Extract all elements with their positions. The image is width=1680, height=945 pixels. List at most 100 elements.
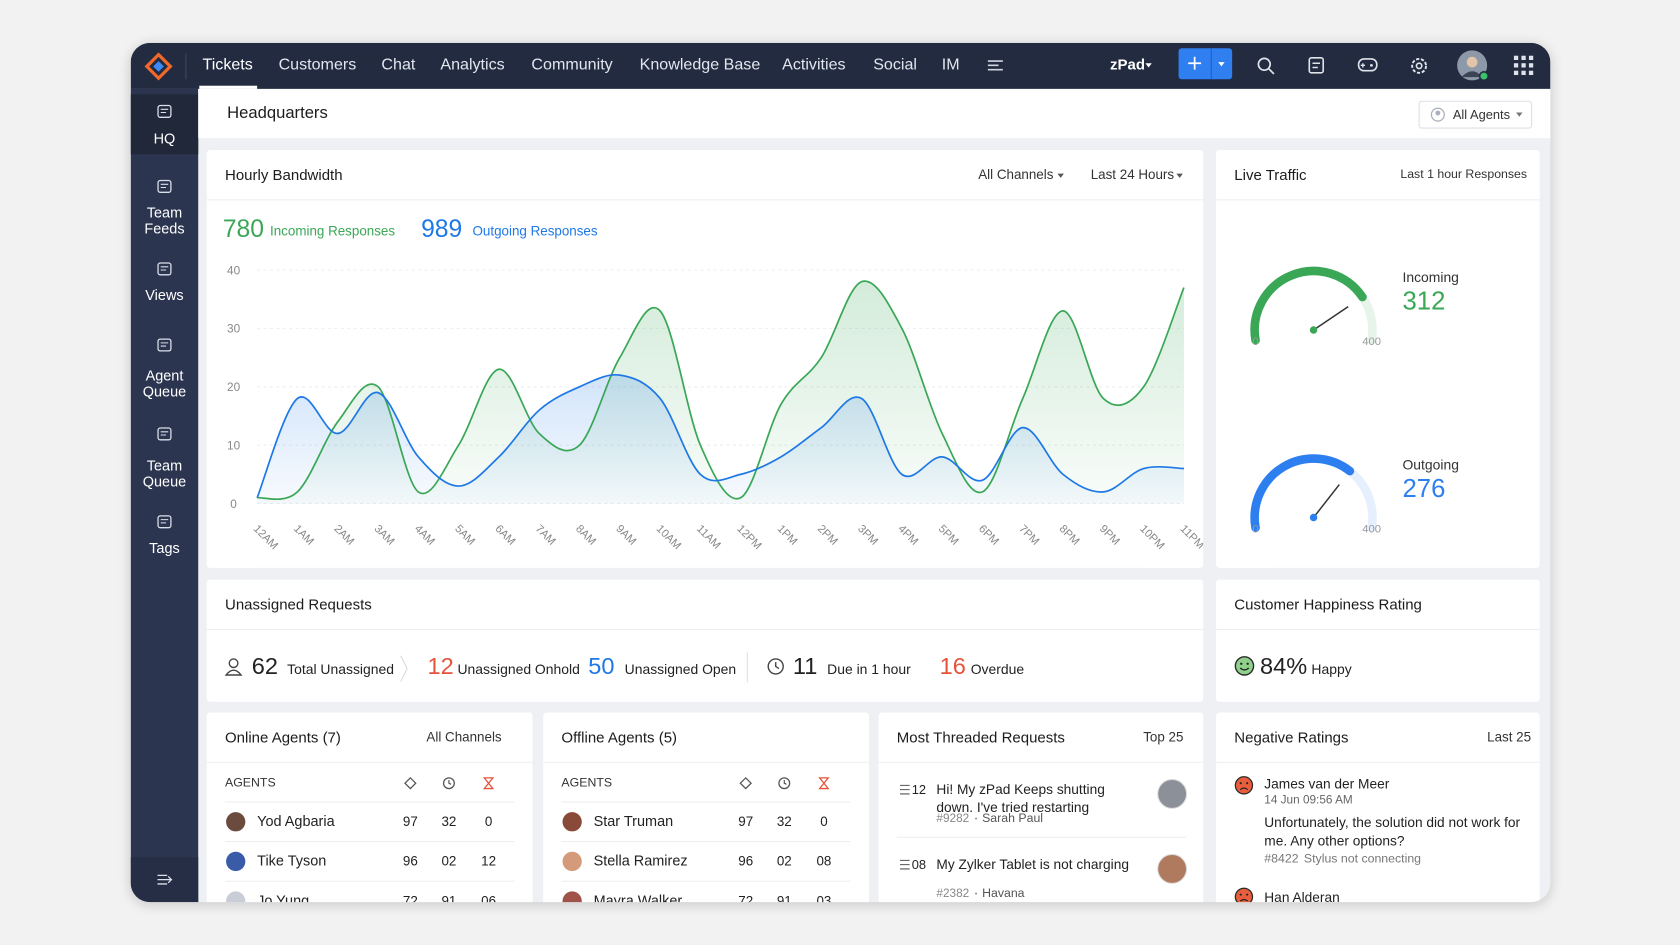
apps-icon[interactable] <box>1513 55 1534 76</box>
ticket-id[interactable]: #8422 <box>1264 852 1299 866</box>
agent-stat: 0 <box>820 814 828 830</box>
agent-name[interactable]: Mayra Walker <box>593 892 683 903</box>
thread-subject[interactable]: Hi! My zPad Keeps shutting down. I've tr… <box>936 781 1105 815</box>
agent-filter[interactable]: All Agents <box>1418 100 1533 129</box>
logo <box>144 52 173 81</box>
gauge-number: 312 <box>1403 288 1446 316</box>
icon-shape <box>160 266 169 271</box>
period-filter[interactable]: Last 24 Hours <box>1090 167 1175 183</box>
contact-name: Havana <box>982 887 1025 901</box>
y-tick-label: 10 <box>227 439 241 452</box>
sidebar-item[interactable]: Tags <box>149 540 180 557</box>
sidebar-item[interactable]: Agent Queue <box>142 367 187 400</box>
sidebar-item[interactable]: HQ <box>153 130 176 147</box>
gauge-tick-label: 0 <box>1252 524 1258 536</box>
icon-shape <box>1513 70 1519 76</box>
icon-shape <box>1308 57 1325 74</box>
legend-total: 989 <box>421 214 463 243</box>
nav-tab[interactable]: Analytics <box>440 55 505 74</box>
caret <box>1176 173 1183 178</box>
nav-tab[interactable]: Tickets <box>202 55 253 74</box>
agent-stat: 72 <box>738 893 754 903</box>
agent-name[interactable]: Jo Yung <box>257 892 310 903</box>
agent-name[interactable]: Stella Ramirez <box>593 852 688 869</box>
icon-shape <box>482 777 495 790</box>
sidebar-item[interactable]: Team Queue <box>142 457 187 490</box>
series-line <box>256 373 1184 499</box>
collapse-icon[interactable] <box>157 873 173 886</box>
nav-tab[interactable]: Customers <box>278 55 357 74</box>
gauge-hub <box>1309 326 1318 334</box>
legend-name: Incoming Responses <box>270 223 396 239</box>
x-tick-label: 4PM <box>895 523 920 548</box>
rater-name[interactable]: Han Alderan <box>1264 889 1340 903</box>
card-filter[interactable]: Top 25 <box>1143 729 1184 745</box>
thread-subject[interactable]: My Zylker Tablet is not charging <box>936 856 1129 873</box>
nav-tab[interactable]: Knowledge Base <box>639 55 761 74</box>
legend-name: Outgoing Responses <box>472 223 598 239</box>
icon-shape <box>1239 898 1249 902</box>
caret <box>1145 63 1152 68</box>
x-tick-label: 12PM <box>734 523 763 552</box>
icon-shape <box>1370 63 1373 67</box>
thread-meta: #9282 Sarah Paul <box>936 812 1043 825</box>
game-icon[interactable] <box>1357 58 1378 73</box>
agent-name[interactable]: Star Truman <box>593 813 674 830</box>
sidebar-icon <box>157 104 172 118</box>
nav-tab[interactable]: Chat <box>381 55 416 74</box>
rating-comment: Unfortunately, the solution did not work… <box>1264 814 1521 849</box>
icon-shape <box>1239 667 1250 671</box>
rater-name[interactable]: James van der Meer <box>1264 775 1390 792</box>
ticket-subject: Stylus not connecting <box>1303 852 1422 866</box>
x-tick-label: 7AM <box>533 523 558 548</box>
user-avatar[interactable] <box>1456 49 1490 82</box>
top-bar: Tickets Customers Chat Analytics Community Kn… <box>130 42 1551 89</box>
icon-shape <box>1430 107 1445 122</box>
ticket-id[interactable]: #9282 <box>936 812 970 826</box>
nav-tab[interactable]: IM <box>941 55 960 74</box>
ticket-id[interactable]: #2382 <box>936 887 970 901</box>
compose-icon[interactable] <box>1308 57 1325 74</box>
smiley-icon <box>1234 656 1255 676</box>
agent-name[interactable]: Tike Tyson <box>257 852 327 869</box>
icon-shape <box>1239 893 1242 896</box>
card-title: Unassigned Requests <box>225 595 372 613</box>
card-filter[interactable]: All Channels <box>426 729 502 745</box>
thread-icon <box>900 859 910 870</box>
settings-icon[interactable] <box>1410 57 1428 75</box>
sidebar-item[interactable]: Team Feeds <box>144 204 185 237</box>
icon-shape <box>448 780 452 785</box>
agent-stat: 02 <box>776 853 792 869</box>
icon-shape <box>783 780 787 785</box>
icon-shape <box>987 60 1003 71</box>
icon-shape <box>1528 55 1534 61</box>
stat-label: Due in 1 hour <box>827 661 911 678</box>
overdue-icon <box>818 777 830 790</box>
sidebar-item[interactable]: Views <box>145 287 184 304</box>
meta-dot <box>974 892 977 895</box>
portal-switcher[interactable]: zPad <box>1110 55 1146 73</box>
nav-tab[interactable]: Activities <box>782 55 846 74</box>
nav-tab[interactable]: Community <box>531 55 613 74</box>
sidebar-icon <box>157 179 172 193</box>
requester-avatar <box>1157 853 1188 884</box>
nav-tab[interactable]: Social <box>873 55 917 74</box>
gauge-tick-label: 0 <box>1252 336 1258 348</box>
tickets-icon <box>404 776 417 790</box>
icon-shape <box>1239 782 1242 785</box>
series-area <box>257 374 1184 504</box>
icon-shape <box>160 183 169 189</box>
x-tick-label: 3PM <box>855 523 880 548</box>
icon-shape <box>1435 110 1441 116</box>
agent-name[interactable]: Yod Agbaria <box>257 813 335 830</box>
icon-shape <box>1257 57 1272 72</box>
search-icon[interactable] <box>1257 57 1275 75</box>
legend-total: 780 <box>222 214 264 243</box>
channel-filter[interactable]: All Channels <box>978 167 1054 183</box>
more-menu[interactable] <box>987 59 1003 72</box>
card-filter[interactable]: Last 25 <box>1487 729 1532 745</box>
icon-shape <box>1234 887 1254 903</box>
live-period: Last 1 hour Responses <box>1400 168 1528 182</box>
